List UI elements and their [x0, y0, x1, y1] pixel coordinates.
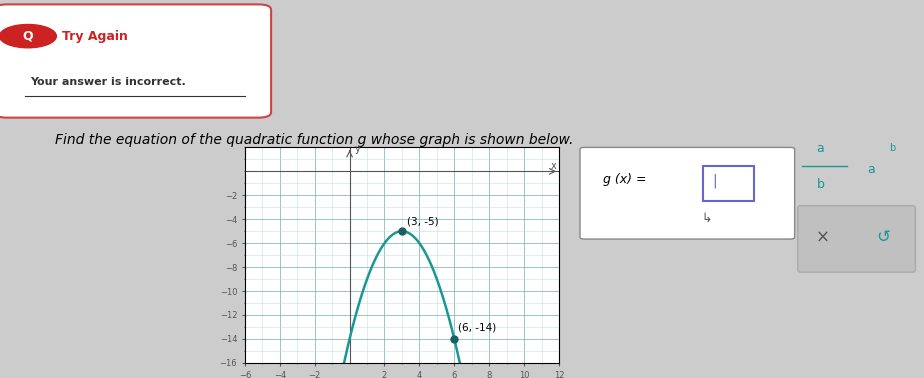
- Text: b: b: [890, 143, 895, 153]
- Text: Your answer is incorrect.: Your answer is incorrect.: [30, 77, 187, 87]
- Text: g (x) =: g (x) =: [603, 173, 647, 186]
- Text: Q: Q: [22, 29, 33, 43]
- Circle shape: [0, 25, 56, 48]
- Text: ↳: ↳: [701, 212, 711, 225]
- Text: b: b: [817, 178, 824, 191]
- Text: Find the equation of the quadratic function g whose graph is shown below.: Find the equation of the quadratic funct…: [55, 133, 574, 147]
- Text: Try Again: Try Again: [62, 29, 128, 43]
- Text: a: a: [867, 163, 875, 176]
- Text: ↺: ↺: [876, 228, 890, 246]
- FancyBboxPatch shape: [797, 206, 916, 272]
- FancyBboxPatch shape: [0, 5, 271, 118]
- Text: (3, -5): (3, -5): [407, 216, 439, 226]
- FancyBboxPatch shape: [580, 147, 795, 239]
- Text: ×: ×: [816, 228, 830, 246]
- Text: x: x: [551, 161, 556, 171]
- FancyBboxPatch shape: [703, 166, 754, 201]
- Text: (6, -14): (6, -14): [457, 322, 496, 333]
- Text: a: a: [817, 142, 824, 155]
- Text: |: |: [711, 174, 716, 188]
- Text: y: y: [355, 144, 360, 154]
